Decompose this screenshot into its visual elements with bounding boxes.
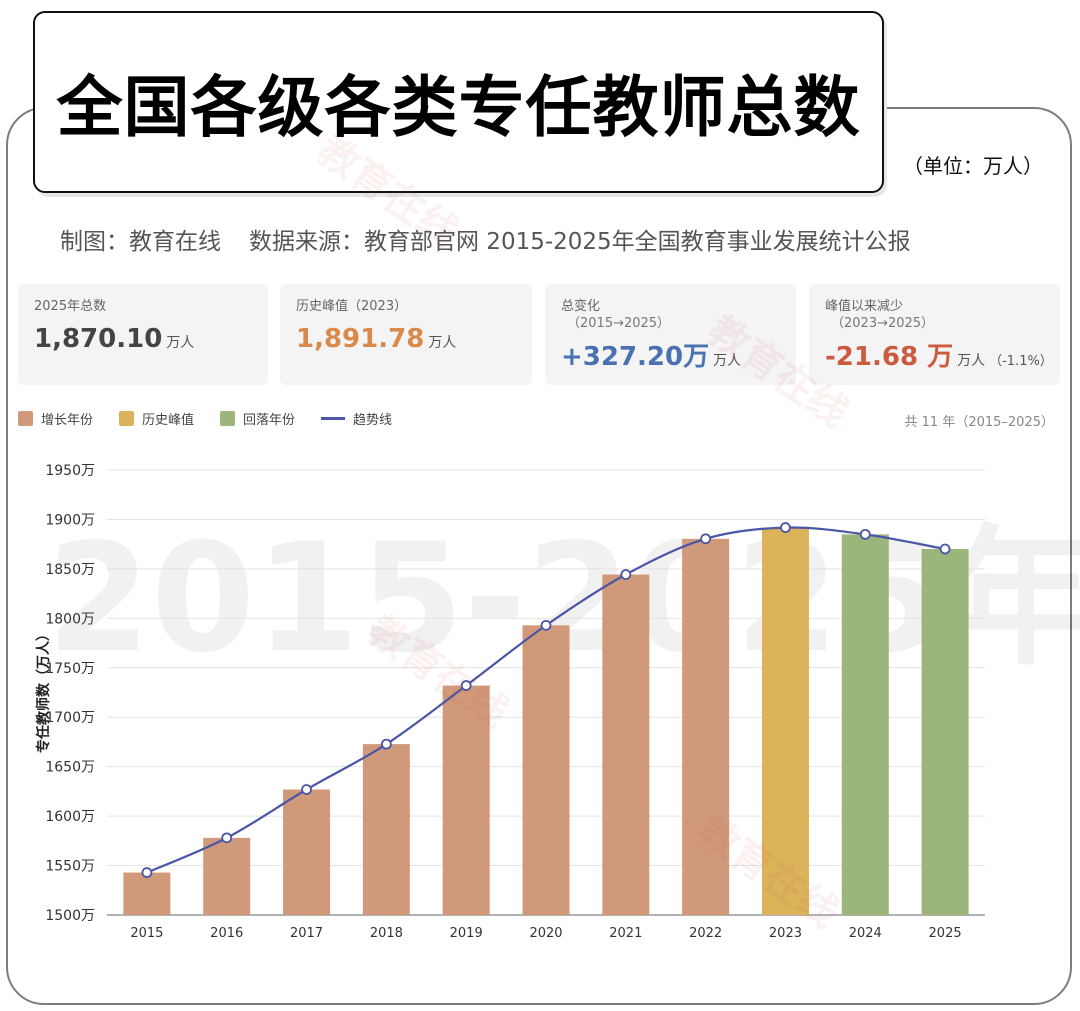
card-value-wrap: 1,870.10 万人 xyxy=(34,324,252,354)
x-tick-label: 2023 xyxy=(769,926,802,941)
y-tick-label: 1700万 xyxy=(45,710,95,726)
x-tick-label: 2020 xyxy=(529,926,562,941)
legend-line-trend xyxy=(321,417,346,420)
card-unit: 万人 xyxy=(166,335,195,351)
card-label: 历史峰值（2023） xyxy=(296,299,408,314)
x-tick-label: 2022 xyxy=(689,926,722,941)
legend-swatch-growth xyxy=(18,411,33,426)
bar-2022 xyxy=(682,538,730,915)
bar-2017 xyxy=(283,789,331,915)
credit-text: 制图：教育在线 xyxy=(60,229,221,255)
card-sub: （2023→2025） xyxy=(831,316,935,331)
card-unit: 万人 xyxy=(957,353,986,369)
trend-point xyxy=(540,619,552,631)
bar-chart: 2015-2025年 1500万1550万1600万1650万1700万1750… xyxy=(35,463,1080,941)
legend-item-decline[interactable]: 回落年份 xyxy=(220,409,295,428)
source-line: 制图：教育在线 数据来源：教育部官网 2015-2025年全国教育事业发展统计公报 xyxy=(60,222,911,256)
trend-point xyxy=(859,528,871,540)
bar-2016 xyxy=(203,837,251,915)
y-tick-labels: 1500万 1550万 1600万 1650万 1700万 1750万 1800万 1850万… xyxy=(45,463,95,924)
title-box: 全国各级各类专任教师总数 xyxy=(33,11,884,193)
stat-card-peak: 历史峰值（2023） 1,891.78 万人 xyxy=(280,284,532,385)
legend-label-trend: 趋势线 xyxy=(353,413,393,428)
y-tick-label: 1950万 xyxy=(45,463,95,479)
card-sub: （2015→2025） xyxy=(567,316,671,331)
unit-label: （单位：万人） xyxy=(903,154,1043,178)
year-count: 共 11 年（2015–2025） xyxy=(904,415,1054,430)
chart-legend: 增长年份 历史峰值 回落年份 趋势线 xyxy=(18,409,418,428)
trend-point xyxy=(221,832,233,844)
bar-2018 xyxy=(362,744,410,915)
stat-card-total-2025: 2025年总数 1,870.10 万人 xyxy=(18,284,268,385)
y-tick-label: 1850万 xyxy=(45,562,95,578)
card-unit: 万人 xyxy=(428,335,457,351)
x-tick-label: 2016 xyxy=(210,926,243,941)
x-tick-label: 2024 xyxy=(849,926,882,941)
card-value: -21.68 万 xyxy=(825,342,954,372)
y-tick-label: 1650万 xyxy=(45,760,95,776)
card-label: 峰值以来减少 xyxy=(825,299,904,314)
legend-swatch-decline xyxy=(220,411,236,426)
card-value-wrap: +327.20万 万人 xyxy=(561,336,780,373)
y-tick-label: 1900万 xyxy=(45,512,95,528)
bar-2021 xyxy=(602,574,650,915)
trend-point xyxy=(700,533,712,545)
y-tick-label: 1550万 xyxy=(45,859,95,875)
card-value: 1,870.10 xyxy=(34,324,163,354)
bars xyxy=(123,527,969,915)
trend-point xyxy=(780,522,791,533)
y-axis-label: 专任教师数（万人） xyxy=(35,627,52,753)
legend-label-peak: 历史峰值 xyxy=(142,413,195,428)
stat-card-decline: 峰值以来减少 （2023→2025） -21.68 万万人 （-1.1%） xyxy=(809,284,1060,385)
x-tick-labels: 2015 2016 2017 2018 2019 2020 2021 2022 2023 2024… xyxy=(130,926,961,941)
trend-point xyxy=(939,543,951,555)
page-title: 全国各级各类专任教师总数 xyxy=(56,69,861,146)
legend-item-trend[interactable]: 趋势线 xyxy=(321,409,392,428)
y-tick-label: 1500万 xyxy=(45,908,95,924)
x-tick-label: 2015 xyxy=(130,926,163,941)
trend-point xyxy=(301,784,312,795)
x-tick-label: 2018 xyxy=(370,926,403,941)
trend-point xyxy=(620,569,632,580)
legend-swatch-peak xyxy=(119,411,135,426)
bar-2015 xyxy=(123,872,171,915)
x-tick-label: 2017 xyxy=(290,926,323,941)
x-tick-label: 2019 xyxy=(450,926,483,941)
trend-line xyxy=(141,522,951,878)
x-tick-label: 2021 xyxy=(609,926,642,941)
trend-point xyxy=(141,867,153,878)
card-unit: 万人 xyxy=(713,353,742,369)
bar-2019 xyxy=(442,685,490,915)
card-label: 2025年总数 xyxy=(34,299,107,314)
legend-item-peak[interactable]: 历史峰值 xyxy=(119,409,194,428)
legend-item-growth[interactable]: 增长年份 xyxy=(18,409,93,428)
bar-2024 xyxy=(841,534,889,915)
y-tick-label: 1600万 xyxy=(45,809,95,825)
trend-point xyxy=(460,680,472,691)
source-text: 数据来源：教育部官网 2015-2025年全国教育事业发展统计公报 xyxy=(249,229,911,255)
bar-2023 xyxy=(761,527,809,915)
card-label: 总变化 xyxy=(561,299,601,314)
bar-2025 xyxy=(921,549,969,915)
card-value-wrap: 1,891.78 万人 xyxy=(296,324,516,354)
x-tick-label: 2025 xyxy=(929,926,962,941)
card-value: 1,891.78 xyxy=(296,324,425,354)
bar-2020 xyxy=(522,625,570,915)
y-tick-label: 1750万 xyxy=(45,661,95,677)
y-tick-label: 1800万 xyxy=(45,611,95,627)
card-pct: （-1.1%） xyxy=(989,354,1053,369)
stat-card-total-change: 总变化 （2015→2025） +327.20万 万人 xyxy=(545,284,796,385)
card-value: +327.20万 xyxy=(561,342,710,372)
legend-label-growth: 增长年份 xyxy=(41,413,94,428)
trend-point xyxy=(380,738,392,750)
legend-label-decline: 回落年份 xyxy=(243,413,296,428)
card-value-wrap: -21.68 万万人 （-1.1%） xyxy=(825,336,1053,373)
